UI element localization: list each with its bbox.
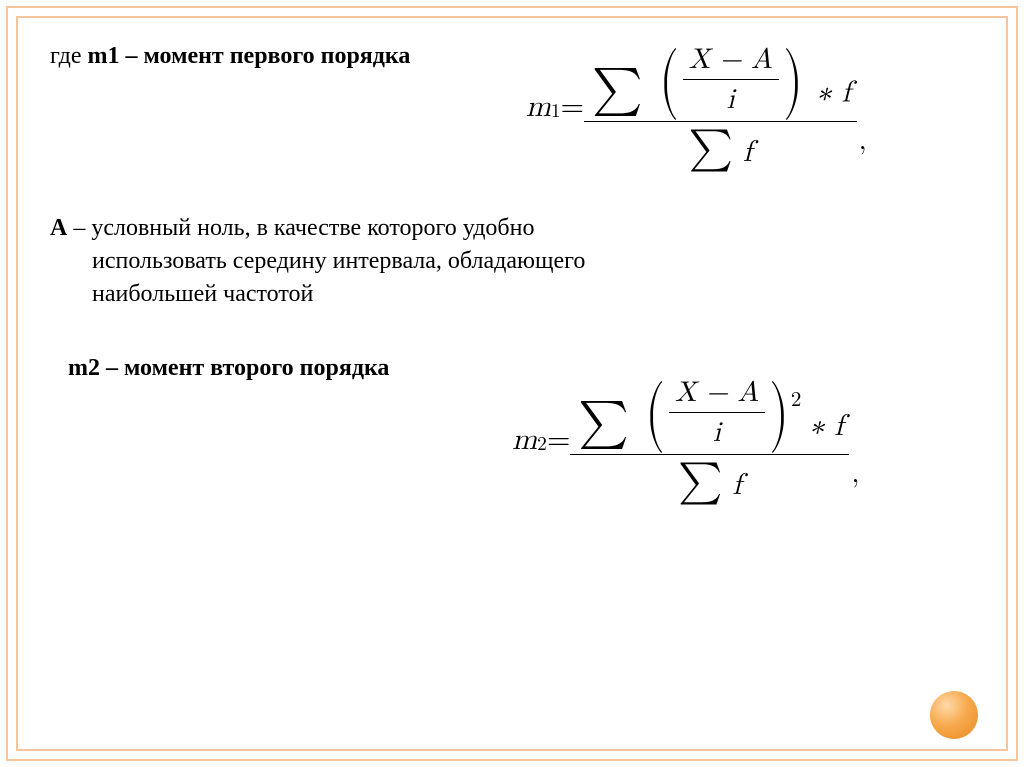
slide-content: где m1 – момент первого порядка m1 = ∑ (…: [50, 38, 974, 737]
f2-den-sigma: ∑: [678, 461, 722, 503]
f2-lhs-var: m: [512, 422, 537, 458]
f2-lhs-sub: 2: [537, 432, 547, 456]
f2-exponent: 2: [791, 390, 802, 411]
f1-main-frac: ∑ ( X − A i ) ∗ f: [584, 38, 857, 176]
a-line2: использовать середину интервала, обладаю…: [50, 245, 830, 278]
formula-m1: m1 = ∑ ( X − A i ): [526, 38, 867, 176]
f2-eq: =: [547, 422, 570, 458]
f2-paren-open: (: [645, 377, 665, 449]
f2-inner-num: X − A: [669, 373, 765, 412]
a-rest1: – условный ноль, в качестве которого удо…: [67, 215, 534, 241]
f1-den-f: f: [733, 137, 752, 167]
f1-denominator: ∑ f: [683, 122, 759, 176]
row-m1: где m1 – момент первого порядка m1 = ∑ (…: [50, 38, 974, 176]
f1-comma: ,: [859, 124, 867, 176]
f2-sigma: ∑: [578, 399, 629, 447]
f1-den-sigma: ∑: [689, 128, 733, 170]
f2-inner-frac: X − A i: [669, 373, 765, 452]
f2-main-frac: ∑ ( X − A i ) 2 ∗ f: [570, 371, 849, 509]
f1-inner-num: X − A: [683, 40, 779, 79]
row-m2: m2 – момент второго порядка m2 = ∑ ( X −…: [50, 353, 974, 509]
f1-sigma: ∑: [592, 66, 643, 114]
f1-inner-den: i: [721, 80, 741, 119]
f2-numerator: ∑ ( X − A i ) 2 ∗ f: [570, 371, 849, 454]
f2-comma: ,: [851, 457, 859, 509]
formula2-container: m2 = ∑ ( X − A i ) 2: [397, 371, 974, 509]
m1-label: m1: [88, 43, 120, 69]
f2-den-f: f: [722, 470, 741, 500]
decorative-dot-icon: [930, 691, 978, 739]
f1-paren-block: ( X − A i ): [655, 40, 807, 119]
f1-eq: =: [561, 89, 584, 125]
a-bold: А: [50, 215, 67, 241]
a-line3: наибольшей частотой: [50, 278, 830, 311]
f1-lhs-var: m: [526, 89, 551, 125]
where-label: где: [50, 43, 88, 69]
f1-paren-open: (: [659, 44, 679, 116]
f2-inner-den: i: [707, 413, 727, 452]
text-m1: где m1 – момент первого порядка: [50, 38, 410, 72]
f1-inner-frac: X − A i: [683, 40, 779, 119]
formula-m2: m2 = ∑ ( X − A i ) 2: [512, 371, 859, 509]
text-m2: m2 – момент второго порядка: [50, 353, 389, 382]
f1-times-f: ∗ f: [817, 78, 851, 108]
formula1-container: m1 = ∑ ( X − A i ): [418, 38, 974, 176]
f2-times-f: ∗ f: [809, 411, 843, 441]
f2-denominator: ∑ f: [672, 455, 748, 509]
m1-desc: – момент первого порядка: [120, 43, 411, 69]
m2-desc: m2 – момент второго порядка: [68, 355, 389, 381]
f2-paren-block: ( X − A i ): [641, 373, 793, 452]
f1-numerator: ∑ ( X − A i ) ∗ f: [584, 38, 857, 121]
f2-paren-close: ): [769, 377, 789, 449]
para-a: А – условный ноль, в качестве которого у…: [50, 212, 830, 311]
f1-lhs-sub: 1: [551, 99, 561, 123]
f1-paren-close: ): [783, 44, 803, 116]
